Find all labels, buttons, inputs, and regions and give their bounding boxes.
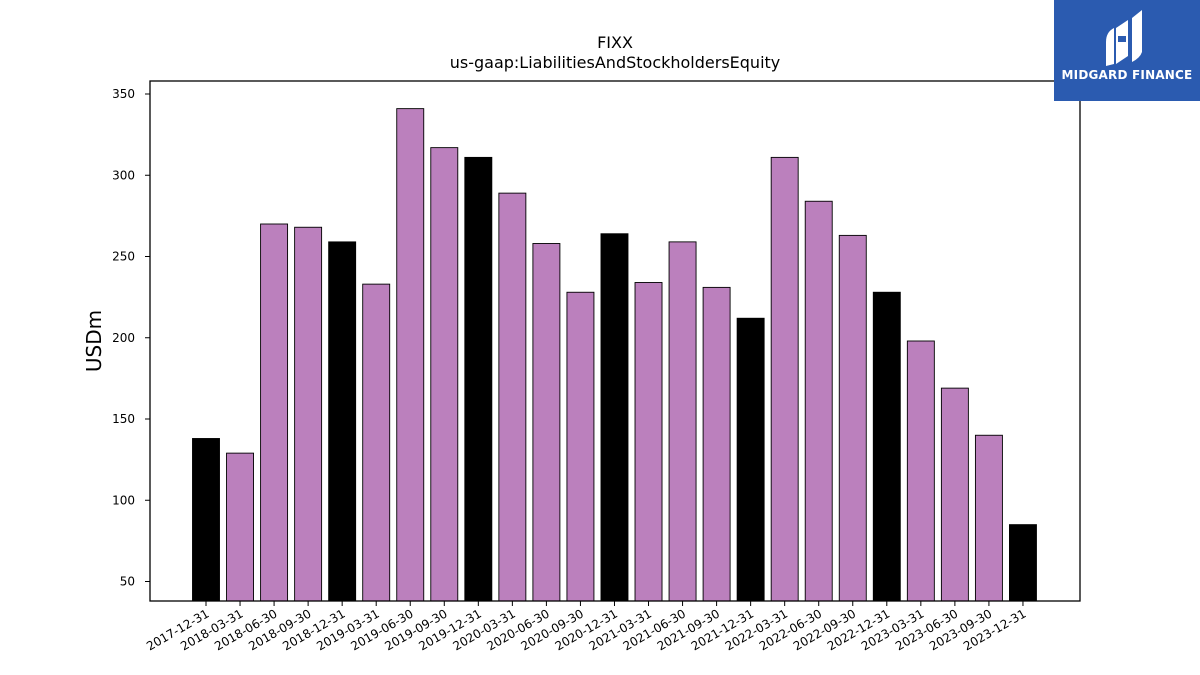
bar-2021-09-30	[702, 286, 731, 602]
chart-subtitle: us-gaap:LiabilitiesAndStockholdersEquity	[450, 53, 781, 72]
bar-2020-06-30	[532, 243, 561, 602]
y-tick-label: 100	[112, 493, 135, 507]
bar-2021-06-30	[668, 241, 697, 602]
bar-2018-12-31	[328, 241, 357, 602]
bar-2018-09-30	[294, 226, 323, 602]
midgard-finance-logo-icon	[1106, 10, 1142, 66]
y-axis-label: USDm	[82, 310, 106, 372]
bar-2020-12-31	[600, 233, 629, 602]
bar-2019-06-30	[396, 108, 425, 602]
chart-title: FIXX	[597, 33, 633, 52]
y-tick-label: 50	[120, 575, 135, 589]
x-axis-ticks: 2017-12-312018-03-312018-06-302018-09-30…	[144, 601, 1028, 653]
bar-2022-06-30	[804, 200, 833, 602]
y-tick-label: 250	[112, 250, 135, 264]
bar-2023-03-31	[906, 340, 935, 602]
y-tick-label: 200	[112, 331, 135, 345]
y-axis-ticks: 50 100 150 200 250 300 350	[112, 87, 150, 589]
y-tick-label: 300	[112, 168, 135, 182]
bar-2022-03-31	[770, 156, 799, 602]
y-tick-label: 150	[112, 412, 135, 426]
bar-2022-12-31	[872, 291, 901, 602]
y-tick-label: 350	[112, 87, 135, 101]
bar-2019-09-30	[430, 147, 459, 602]
bars-group	[192, 108, 1037, 602]
bar-2020-03-31	[498, 192, 527, 602]
bar-2017-12-31	[192, 438, 220, 602]
bar-2018-06-30	[260, 223, 289, 602]
bar-2023-09-30	[974, 434, 1003, 602]
bar-2022-09-30	[838, 234, 867, 602]
midgard-finance-logo: MIDGARD FINANCE	[1054, 0, 1200, 101]
bar-2021-12-31	[736, 317, 765, 602]
bar-2020-09-30	[566, 291, 595, 602]
plot-frame	[149, 80, 1081, 602]
bar-2023-06-30	[940, 387, 969, 602]
logo-text: MIDGARD FINANCE	[1061, 68, 1193, 82]
bar-2019-12-31	[464, 156, 493, 602]
bar-2018-03-31	[226, 452, 254, 602]
bar-2023-12-31	[1009, 524, 1037, 602]
bar-2021-03-31	[634, 282, 663, 602]
bar-2019-03-31	[362, 283, 391, 602]
